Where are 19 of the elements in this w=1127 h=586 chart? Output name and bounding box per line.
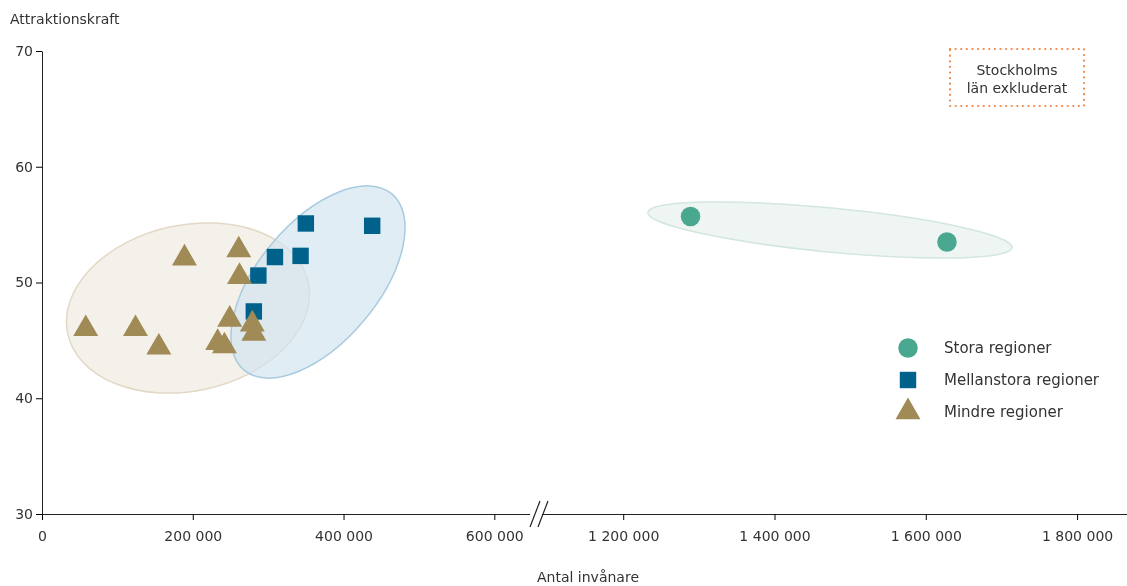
y-tick-label: 60: [15, 158, 33, 175]
legend-label: Stora regioner: [944, 339, 1053, 357]
legend-label: Mindre regioner: [944, 403, 1064, 421]
x-tick-label: 1 600 000: [890, 528, 962, 545]
x-tick-label: 0: [38, 528, 47, 545]
x-tick-label: 400 000: [315, 528, 373, 545]
x-tick-label: 600 000: [465, 528, 524, 545]
legend-label: Mellanstora regioner: [944, 371, 1100, 389]
y-tick-label: 50: [15, 274, 33, 291]
x-tick-label: 1 400 000: [739, 528, 811, 545]
x-tick-label: 1 200 000: [588, 528, 660, 545]
y-tick-label: 40: [15, 390, 33, 407]
y-tick-label: 70: [15, 42, 33, 59]
annotation: Stockholms län exkluderat: [966, 62, 1068, 96]
y-tick-label: 30: [15, 505, 33, 522]
y-axis-title: Attraktionskraft: [10, 11, 120, 27]
x-tick-label: 200 000: [164, 528, 223, 545]
x-tick-label: 1 800 000: [1041, 528, 1114, 545]
x-axis-title: Antal invånare: [537, 569, 639, 585]
